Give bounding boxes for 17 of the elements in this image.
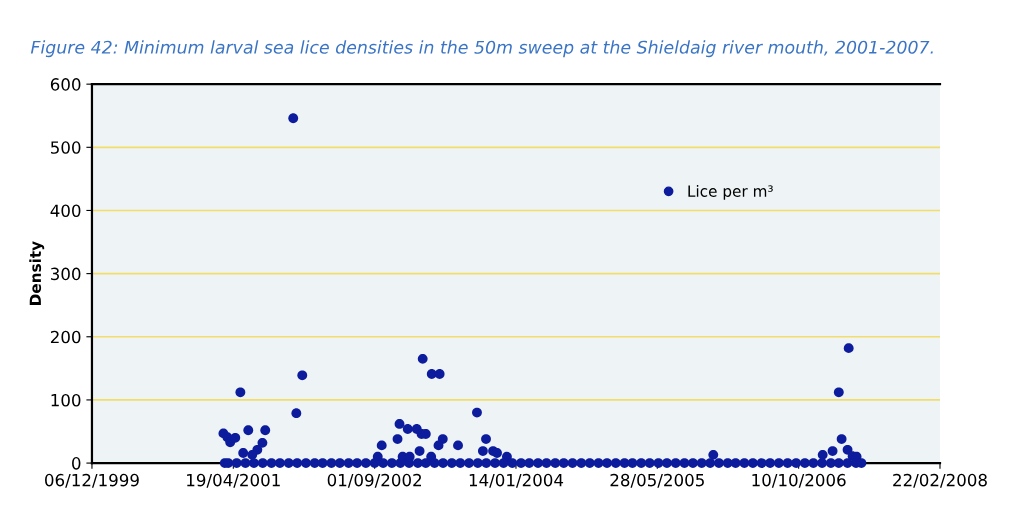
x-tick-label: 06/12/1999	[45, 473, 139, 488]
x-tick-label: 01/09/2002	[327, 473, 421, 488]
x-tick-label: 14/01/2004	[469, 473, 564, 488]
y-axis-title: Density	[29, 241, 45, 305]
x-tick-label: 10/10/2006	[752, 473, 846, 488]
legend-label: Lice per m³	[688, 185, 773, 200]
x-tick-label: 19/04/2001	[187, 473, 280, 488]
chart-title: Figure 42: Minimum larval sea lice densities in the 50m sweep at the Shieldaig river mouth, 2001-2007.	[30, 40, 933, 58]
y-tick-label: 300	[51, 267, 81, 281]
x-tick-label: 22/02/2008	[893, 473, 987, 488]
y-tick-label: 100	[51, 393, 81, 407]
y-tick-label: 400	[50, 204, 81, 218]
y-tick-label: 500	[51, 141, 81, 154]
y-tick-label: 200	[50, 330, 81, 344]
y-tick-label: 600	[50, 78, 81, 91]
y-tick-label: 0	[72, 457, 81, 470]
x-tick-label: 28/05/2005	[610, 473, 704, 488]
